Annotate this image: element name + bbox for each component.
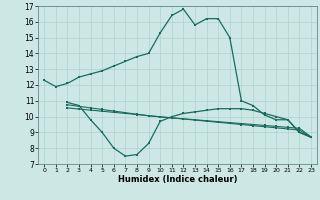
X-axis label: Humidex (Indice chaleur): Humidex (Indice chaleur) [118,175,237,184]
